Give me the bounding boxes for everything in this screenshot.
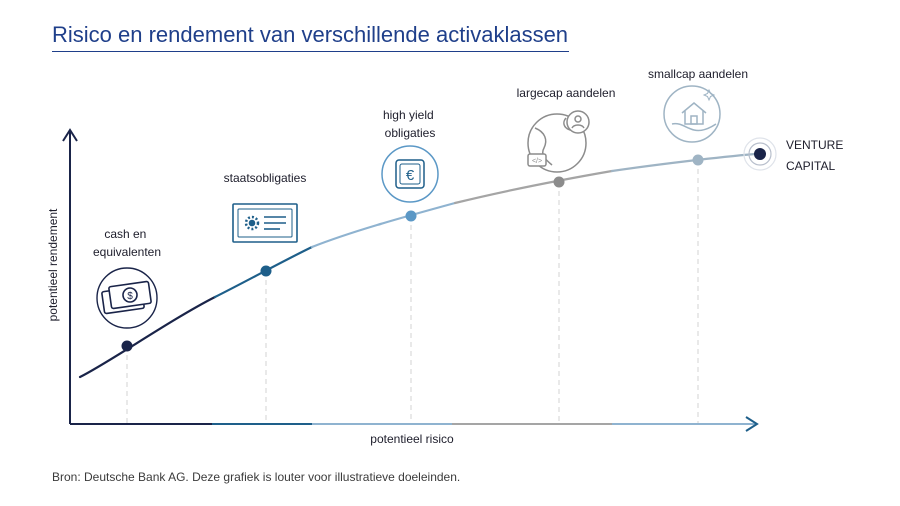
label-highyield-line1: high yield [383,108,434,122]
label-largecap: largecap aandelen [517,86,616,100]
label-staats: staatsobligaties [224,171,307,185]
globe-icon: </> [527,110,590,173]
house-icon [663,85,721,143]
label-venture-line1: VENTURE [786,138,843,152]
label-cash: cash en equivalenten [93,227,161,259]
certificate-icon [232,203,298,243]
label-cash-line2: equivalenten [93,245,161,259]
euro-icon: € [381,145,439,203]
label-venture: VENTURE CAPITAL [786,138,847,173]
curve-segment-lightblue [610,152,757,173]
label-venture-line2: CAPITAL [786,159,835,173]
label-staats-line1: staatsobligaties [224,171,307,185]
label-smallcap-line1: smallcap aandelen [648,67,748,81]
cash-icon: $ [96,267,158,329]
y-axis-label: potentieel rendement [46,208,60,321]
x-axis-arrow [745,416,759,432]
svg-text:</>: </> [532,158,542,165]
label-largecap-line1: largecap aandelen [517,86,616,100]
curve-segment-grey [453,169,614,205]
curve-segment-light [310,201,457,249]
source-note: Bron: Deutsche Bank AG. Deze grafiek is … [52,470,461,484]
x-axis [70,416,759,432]
title-underline [52,51,569,52]
marker-highyield [405,210,417,222]
label-highyield: high yield obligaties [383,108,437,140]
curve-segment-dark [78,295,217,379]
x-axis-label: potentieel risico [370,432,454,446]
page-title: Risico en rendement van verschillende ac… [52,22,569,47]
marker-cash [121,340,133,352]
marker-venture [743,137,777,171]
label-highyield-line2: obligaties [385,126,436,140]
guide-lines [126,160,699,424]
marker-staats [260,265,272,277]
label-smallcap: smallcap aandelen [648,67,748,81]
y-axis-arrow [62,128,78,142]
marker-largecap [553,176,565,188]
y-axis [62,128,78,424]
marker-smallcap [692,154,704,166]
svg-text:€: € [406,167,415,184]
label-cash-line1: cash en [104,227,146,241]
svg-text:$: $ [127,291,133,302]
